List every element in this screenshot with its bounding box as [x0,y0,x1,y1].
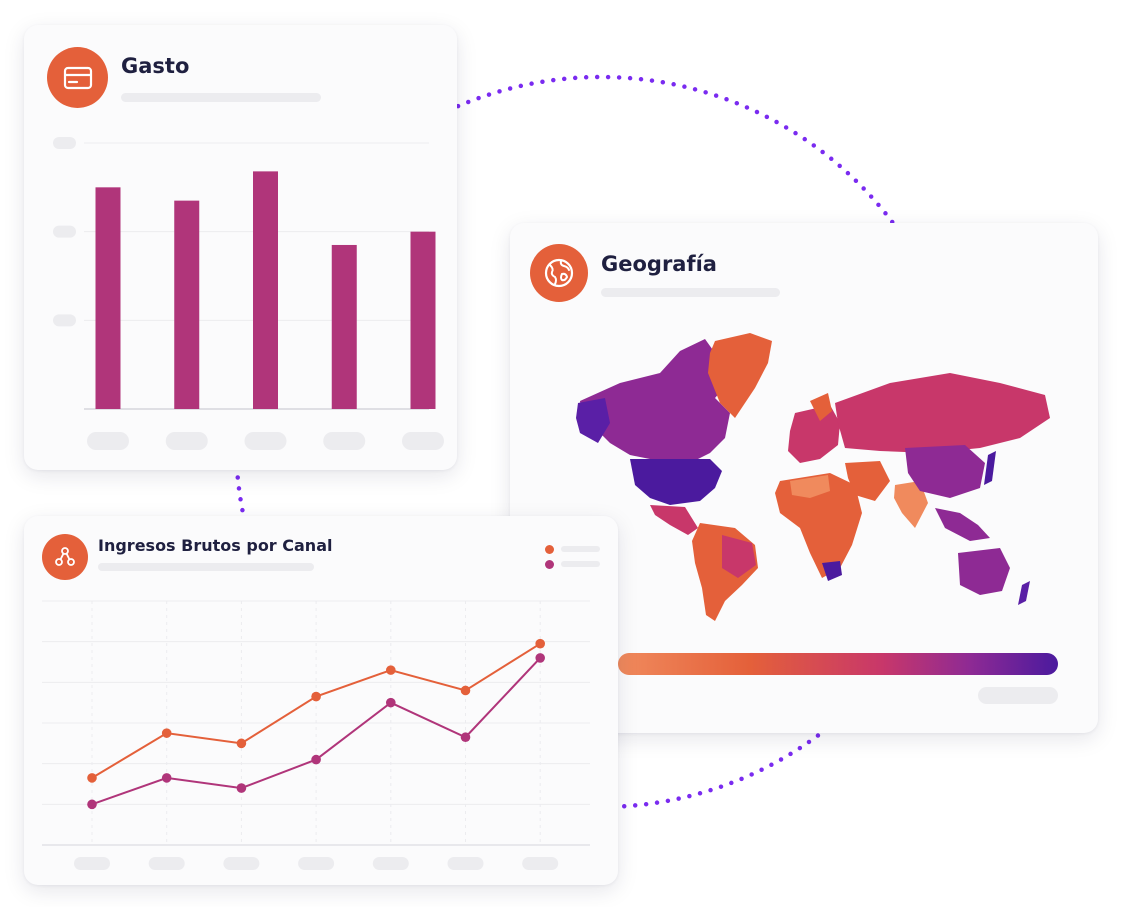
region-middle-east [845,461,890,501]
region-japan [984,451,996,485]
geografia-title: Geografía [601,252,717,276]
x-tick-placeholder [165,432,208,450]
series-point-2 [87,799,97,810]
x-tick-placeholder [522,857,559,870]
region-usa [630,459,722,505]
x-tick-placeholder [402,432,444,450]
series-point-2 [161,773,172,783]
series-point-1 [87,773,97,783]
region-russia [835,373,1050,453]
legend-dot-series-1 [545,545,554,554]
x-tick-placeholder [298,857,335,870]
x-tick-placeholder [323,432,366,450]
network-icon [55,547,75,566]
region-australia [958,548,1010,595]
region-africa [775,473,862,578]
legend-label-placeholder-1 [561,546,600,552]
geo-color-scale [618,653,1058,675]
series-point-2 [236,783,247,793]
series-point-1 [236,738,247,749]
geo-scale-label-placeholder [978,687,1058,704]
ingresos-subtitle-placeholder [98,563,314,571]
globe-icon [544,258,574,288]
x-tick-placeholder [447,857,484,870]
series-point-1 [161,728,172,738]
x-tick-placeholder [372,857,409,870]
region-alaska [576,398,610,443]
region-se-asia [935,508,990,541]
gasto-subtitle-placeholder [121,93,321,102]
series-point-2 [311,754,321,765]
gasto-icon-circle [47,47,108,108]
world-choropleth-map [576,333,1058,675]
series-point-2 [460,732,471,743]
ingresos-line-chart [42,600,590,870]
credit-card-icon [63,66,92,89]
legend-label-placeholder-2 [561,561,600,567]
geografia-subtitle-placeholder [601,288,780,297]
region-scandinavia [810,393,832,421]
series-point-2 [386,697,396,708]
ingresos-title: Ingresos Brutos por Canal [98,536,333,555]
legend-dot-series-2 [545,560,554,569]
region-new-zealand [1018,581,1030,605]
series-point-1 [311,691,321,702]
region-north-africa [790,475,830,498]
x-tick-placeholder [74,857,110,870]
ingresos-card: Ingresos Brutos por Canal [24,516,618,885]
gasto-card: Gasto [24,25,457,470]
region-brazil [722,535,756,578]
series-point-1 [535,638,545,649]
y-tick-placeholder [53,314,76,327]
y-tick-placeholder [53,225,76,238]
x-tick-placeholder [87,432,129,450]
bar [174,200,200,409]
region-canada [580,339,730,463]
gasto-bar-chart [53,137,444,450]
series-point-2 [535,653,545,663]
x-tick-placeholder [148,857,185,870]
bar [331,244,357,409]
ingresos-icon-circle [42,534,88,580]
bar [253,171,278,409]
region-south-africa [822,561,842,581]
bar [410,231,436,409]
region-india [894,481,928,528]
geografia-icon-circle [530,244,588,302]
y-tick-placeholder [53,137,76,149]
series-point-1 [460,685,471,696]
region-china [905,445,985,498]
bar [95,187,121,409]
region-mexico [650,505,698,535]
x-tick-placeholder [223,857,260,870]
region-greenland [708,333,772,418]
series-point-1 [386,665,396,675]
region-europe [788,405,840,463]
gasto-title: Gasto [121,54,190,78]
x-tick-placeholder [244,432,287,450]
